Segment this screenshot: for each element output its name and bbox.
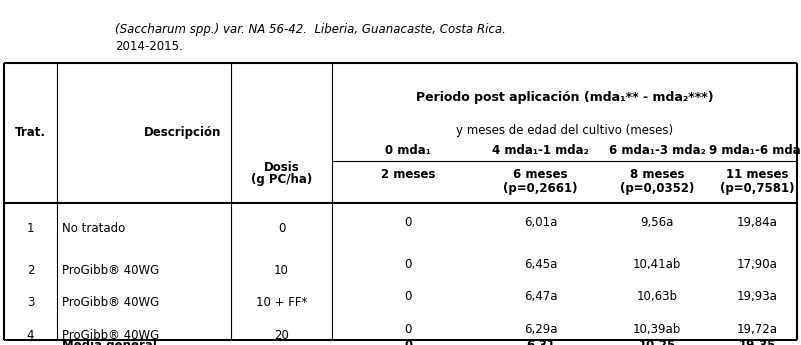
Text: 1: 1 [26, 222, 34, 235]
Text: 3: 3 [26, 296, 34, 309]
Text: 0: 0 [405, 216, 413, 229]
Text: 10,39ab: 10,39ab [633, 323, 681, 336]
Text: Periodo post aplicación (mda₁** - mda₂***): Periodo post aplicación (mda₁** - mda₂**… [416, 91, 713, 104]
Text: Media general: Media general [62, 339, 157, 345]
Text: 0: 0 [405, 290, 413, 303]
Text: No tratado: No tratado [62, 222, 125, 235]
Text: (g PC/ha): (g PC/ha) [251, 172, 312, 186]
Text: ProGibb® 40WG: ProGibb® 40WG [62, 264, 159, 276]
Text: 10,63b: 10,63b [637, 290, 678, 303]
Text: 6,45a: 6,45a [524, 257, 557, 270]
Text: 10,41ab: 10,41ab [633, 257, 681, 270]
Text: ProGibb® 40WG: ProGibb® 40WG [62, 328, 159, 342]
Text: 19,35: 19,35 [739, 339, 776, 345]
Text: 9 mda₁-6 mda₂: 9 mda₁-6 mda₂ [709, 144, 801, 157]
Text: 6,01a: 6,01a [524, 216, 557, 229]
Text: 19,93a: 19,93a [737, 290, 778, 303]
Text: 19,84a: 19,84a [737, 216, 778, 229]
Text: y meses de edad del cultivo (meses): y meses de edad del cultivo (meses) [456, 124, 673, 137]
Text: (p=0,2661): (p=0,2661) [503, 183, 578, 195]
Text: 19,72a: 19,72a [737, 323, 778, 336]
Text: 10 + FF*: 10 + FF* [256, 296, 308, 309]
Text: (p=0,0352): (p=0,0352) [620, 183, 694, 195]
Text: 6 meses: 6 meses [513, 168, 568, 181]
Text: Descripción: Descripción [144, 127, 221, 139]
Text: 2 meses: 2 meses [381, 168, 436, 181]
Text: 17,90a: 17,90a [737, 257, 778, 270]
Text: (Saccharum spp.) var. NA 56-42.  Liberia, Guanacaste, Costa Rica.: (Saccharum spp.) var. NA 56-42. Liberia,… [115, 23, 506, 36]
Text: (p=0,7581): (p=0,7581) [720, 183, 795, 195]
Text: 8 meses: 8 meses [630, 168, 684, 181]
Text: Dosis: Dosis [264, 161, 300, 174]
Text: 0: 0 [405, 323, 413, 336]
Text: 4: 4 [26, 328, 34, 342]
Text: ProGibb® 40WG: ProGibb® 40WG [62, 296, 159, 309]
Text: 10: 10 [274, 264, 289, 276]
Text: 20: 20 [274, 328, 289, 342]
Text: 0: 0 [405, 339, 413, 345]
Text: Trat.: Trat. [15, 127, 46, 139]
Text: 0: 0 [278, 222, 285, 235]
Text: 10,25: 10,25 [638, 339, 675, 345]
Text: 6 mda₁-3 mda₂: 6 mda₁-3 mda₂ [609, 144, 705, 157]
Text: 11 meses: 11 meses [726, 168, 789, 181]
Text: 9,56a: 9,56a [640, 216, 674, 229]
Text: 2014-2015.: 2014-2015. [115, 40, 183, 53]
Text: 0 mda₁: 0 mda₁ [385, 144, 432, 157]
Text: 6,47a: 6,47a [524, 290, 557, 303]
Text: 4 mda₁-1 mda₂: 4 mda₁-1 mda₂ [493, 144, 589, 157]
Text: 0: 0 [405, 257, 413, 270]
Text: 6,29a: 6,29a [524, 323, 557, 336]
Text: 6,31: 6,31 [526, 339, 555, 345]
Text: 2: 2 [26, 264, 34, 276]
